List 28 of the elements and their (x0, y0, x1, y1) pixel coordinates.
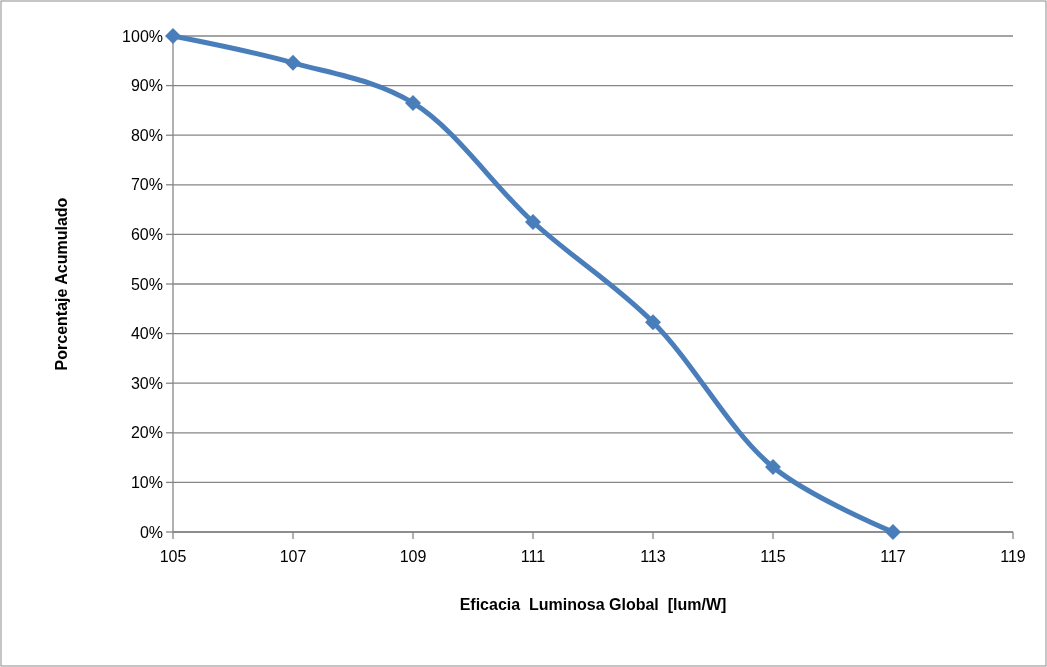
y-tick-label: 60% (130, 226, 163, 243)
y-tick-label: 10% (130, 474, 163, 491)
point (885, 524, 901, 540)
y-tick-label: 100% (122, 27, 163, 45)
x-tick-label: 113 (640, 548, 666, 565)
point (765, 459, 781, 476)
y-tick-label: 20% (130, 424, 163, 442)
point (165, 28, 181, 44)
y-tick-label: 30% (130, 374, 163, 392)
x-tick-label: 109 (399, 548, 427, 565)
x-tick-label: 107 (279, 548, 307, 565)
y-tick-label: 70% (130, 176, 163, 194)
x-tick-label: 105 (159, 548, 187, 565)
point (405, 94, 421, 111)
y-tick-label: 80% (130, 126, 163, 144)
y-tick-label: 40% (130, 325, 163, 343)
y-tick-label: 90% (130, 77, 163, 95)
x-tick-label: 111 (520, 548, 546, 565)
y-tick-label: 50% (130, 275, 163, 293)
x-tick-label: 117 (880, 548, 906, 565)
y-axis-title: Porcentaje Acumulado (53, 197, 70, 371)
point (525, 214, 541, 230)
x-tick-label: 115 (760, 548, 786, 565)
x-tick-label: 119 (1000, 548, 1026, 565)
y-tick-label: 0% (139, 523, 163, 541)
x-axis-title: Eficacia Luminosa Global [lum/W] (459, 596, 727, 613)
point (645, 314, 661, 331)
point (285, 54, 301, 71)
